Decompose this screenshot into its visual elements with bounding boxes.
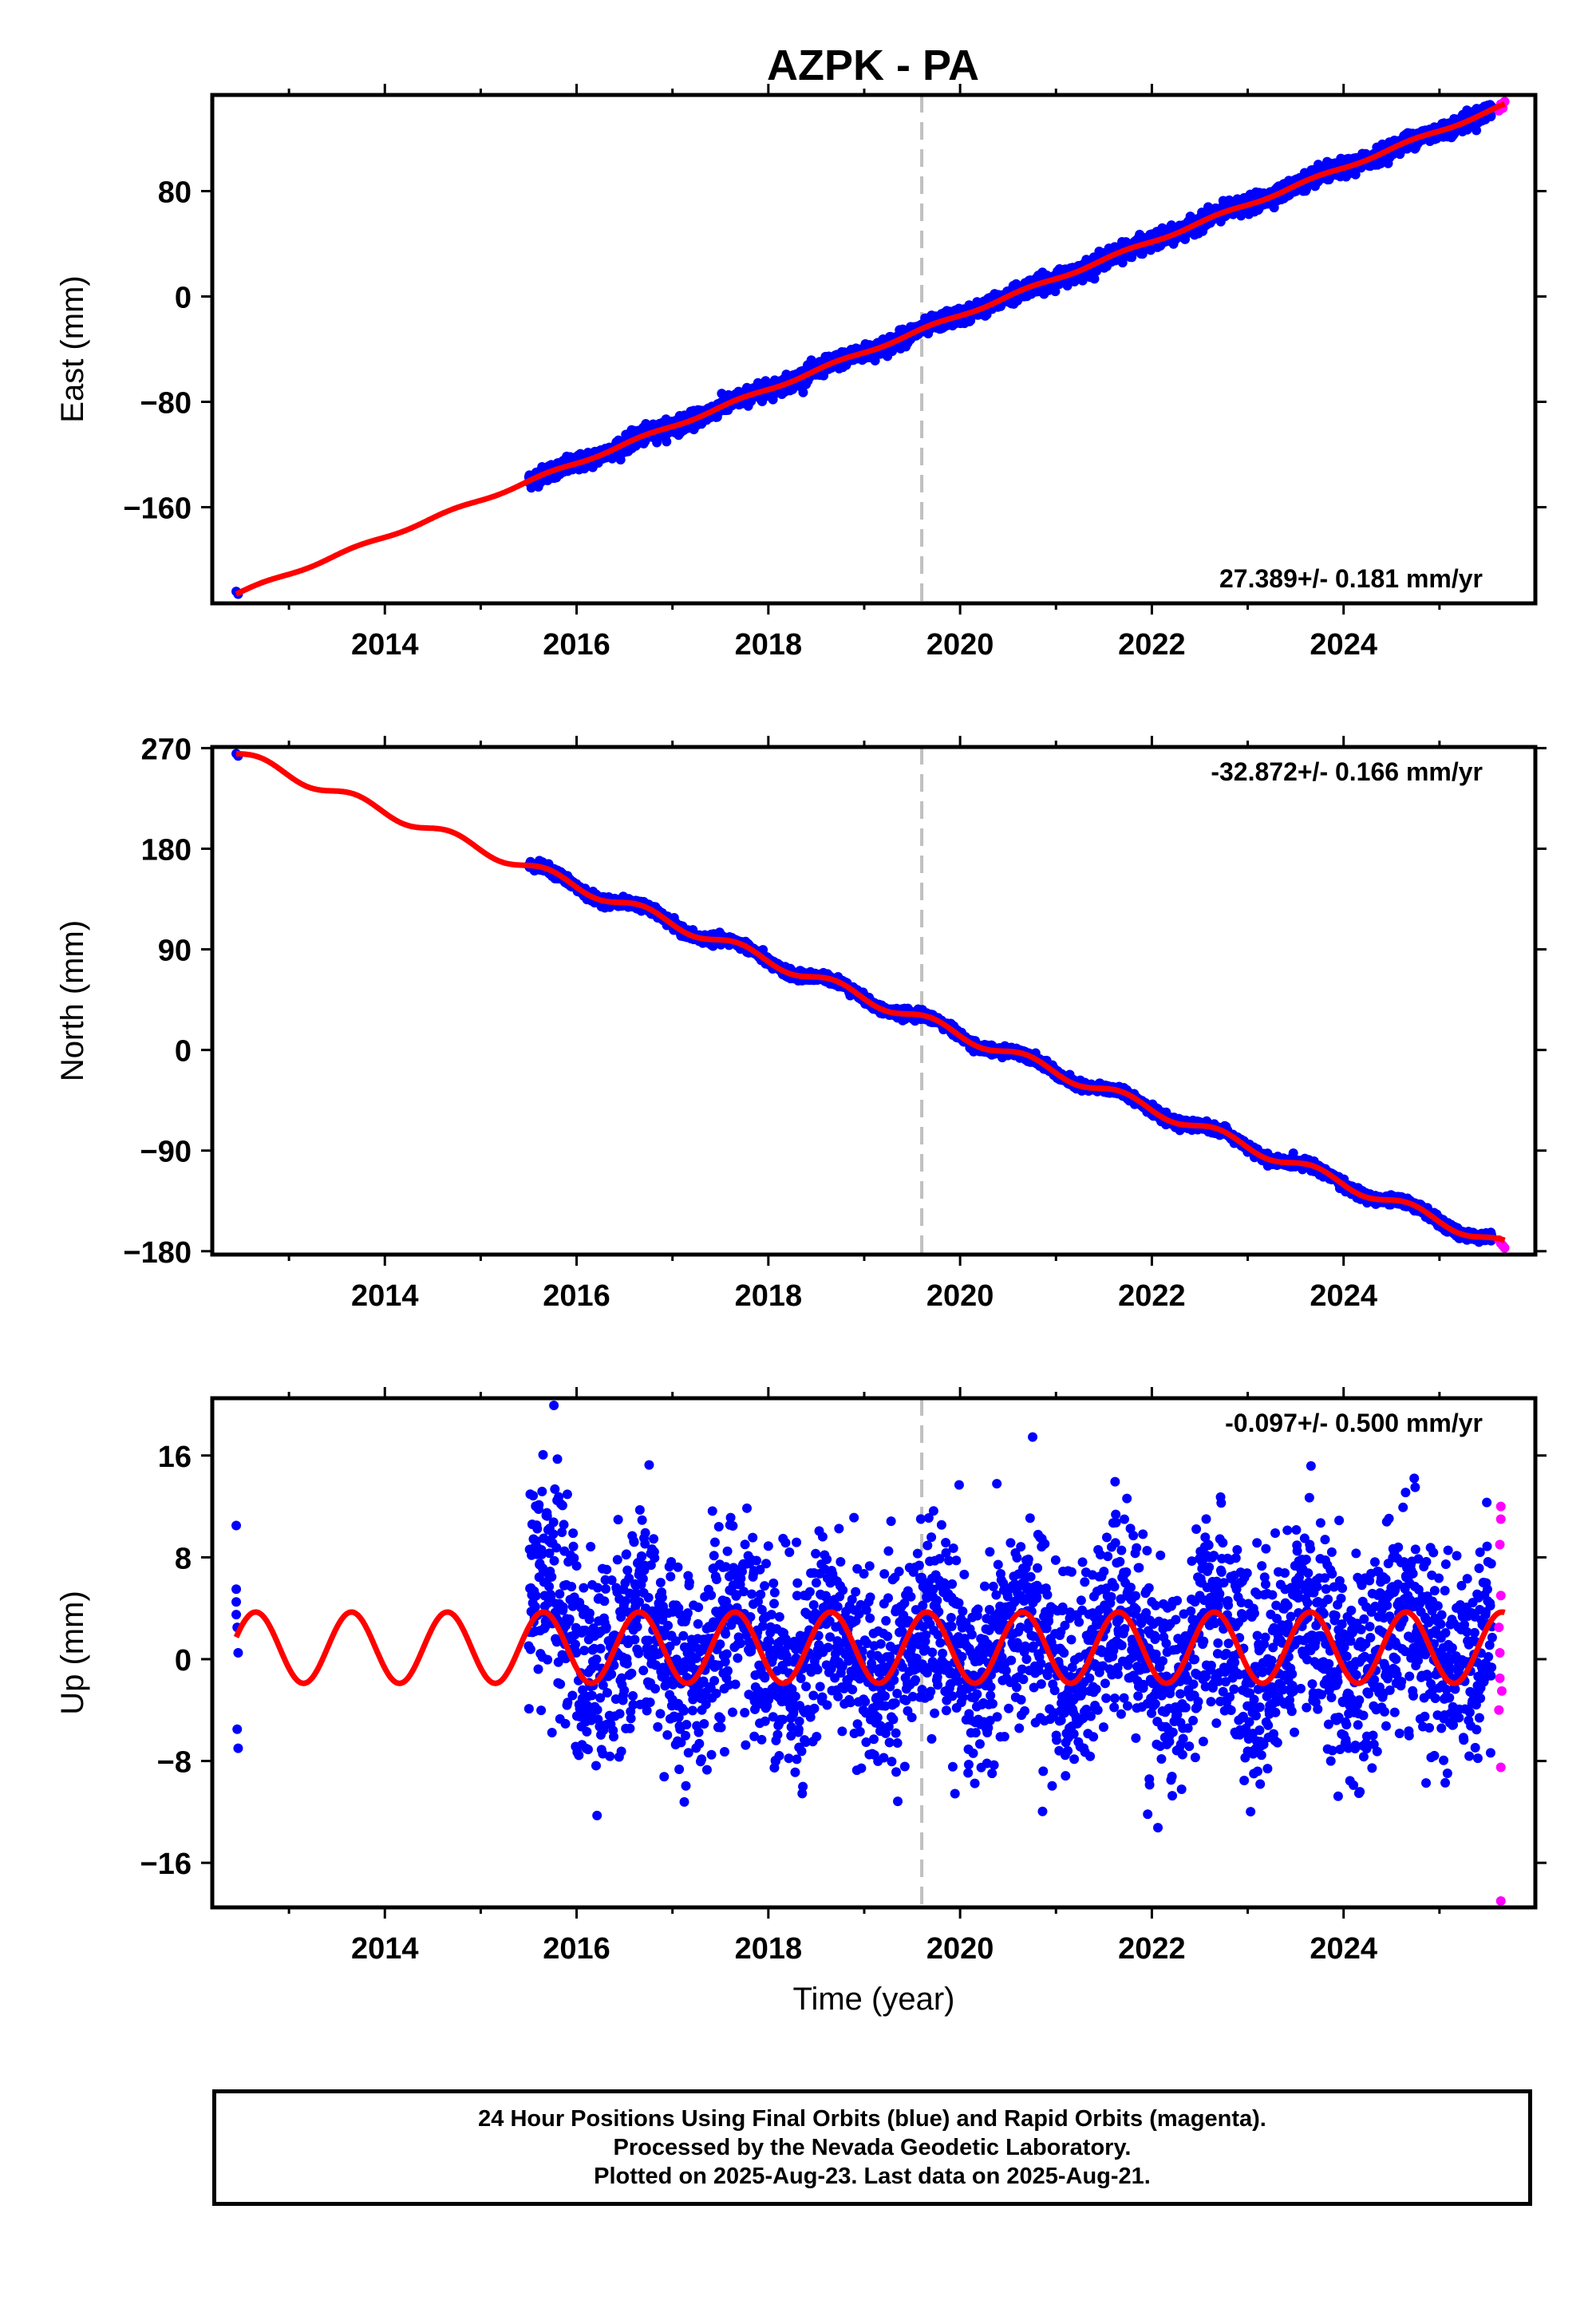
east-x-tick-label: 2022 — [1118, 628, 1186, 662]
east-data-point — [798, 387, 808, 397]
east-data-point — [1089, 274, 1100, 284]
east-data-point — [1117, 258, 1128, 268]
east-data-point — [662, 437, 672, 447]
east-x-tick-label: 2016 — [543, 628, 610, 662]
east-panel: 2014 2016 2018 2020 2022 2024 −160 −80 0 80 East (… — [55, 84, 1547, 662]
east-x-tick-label: 2020 — [926, 628, 994, 662]
east-y-axis-label: East (mm) — [55, 275, 90, 422]
east-y-tick-label: −80 — [140, 387, 192, 421]
east-y-tick-label: −160 — [123, 492, 192, 526]
east-y-tick-label: 0 — [175, 281, 192, 314]
figure-title: AZPK - PA — [767, 41, 979, 89]
east-rate-label: 27.389+/- 0.181 mm/yr — [1219, 564, 1483, 593]
east-x-tick-label: 2014 — [351, 628, 419, 662]
east-x-tick-label: 2024 — [1310, 628, 1377, 662]
east-x-tick-label: 2018 — [735, 628, 803, 662]
east-y-tick-label: 80 — [158, 176, 192, 209]
